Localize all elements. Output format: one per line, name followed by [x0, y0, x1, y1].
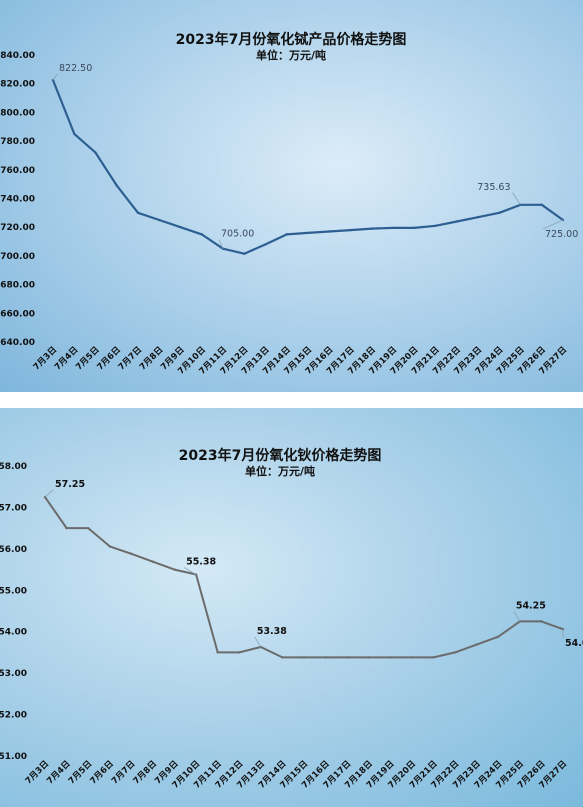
data-point: [173, 568, 176, 571]
data-label-leader: [52, 73, 58, 81]
data-point: [434, 224, 437, 227]
y-tick-label: 680.00: [0, 281, 35, 291]
data-point: [498, 211, 501, 215]
y-tick-label: 58.00: [0, 462, 27, 472]
data-point: [410, 656, 414, 659]
y-tick-label: 660.00: [0, 309, 35, 319]
data-point: [130, 552, 133, 556]
data-label: 54.06: [565, 638, 583, 649]
y-tick-label: 51.00: [0, 752, 27, 762]
terbium-oxide-chart-panel: 2023年7月份氧化铽产品价格走势图 单位：万元/吨 640.00 660.00 6…: [0, 0, 583, 392]
data-point: [86, 526, 90, 530]
data-point: [328, 230, 331, 233]
data-point: [302, 656, 306, 659]
y-tick-label: 840.00: [0, 51, 35, 61]
data-point: [179, 226, 182, 229]
data-point: [65, 526, 68, 530]
data-label: 53.38: [257, 626, 287, 637]
y-tick-label: 800.00: [0, 108, 35, 118]
chart-title: 2023年7月份氧化钬价格走势图: [179, 447, 382, 464]
y-tick-label: 780.00: [0, 137, 35, 147]
data-point: [345, 656, 349, 659]
data-point: [413, 226, 416, 230]
data-point: [497, 635, 500, 638]
data-point: [281, 656, 284, 659]
data-point: [285, 233, 288, 236]
y-tick-label: 760.00: [0, 166, 35, 176]
data-point: [475, 643, 478, 646]
data-point: [391, 226, 395, 230]
data-label: 822.50: [59, 63, 92, 74]
data-label-leader: [218, 239, 224, 249]
data-point: [115, 184, 118, 187]
data-point: [158, 218, 161, 222]
data-point: [94, 151, 97, 154]
data-point: [73, 132, 76, 136]
y-tick-label: 54.00: [0, 628, 27, 638]
data-point: [216, 651, 219, 654]
data-point: [324, 656, 327, 659]
holmium-oxide-chart-panel: 2023年7月份氧化钬价格走势图 单位：万元/吨 51.00 52.00 53.00…: [0, 408, 583, 807]
data-point: [238, 651, 241, 654]
y-tick-label: 700.00: [0, 252, 35, 262]
data-point: [306, 231, 310, 235]
terbium-oxide-price-chart: 2023年7月份氧化铽产品价格走势图 单位：万元/吨 640.00 660.00 6…: [0, 31, 578, 377]
data-point: [367, 656, 370, 659]
data-label: 57.25: [55, 479, 85, 490]
data-label-leader: [513, 611, 521, 622]
data-point: [370, 227, 373, 230]
holmium-oxide-price-chart: 2023年7月份氧化钬价格走势图 单位：万元/吨 51.00 52.00 53.00…: [0, 447, 583, 791]
data-point: [108, 545, 111, 548]
chart-subtitle: 单位：万元/吨: [245, 464, 315, 478]
data-label-leader: [44, 489, 54, 498]
data-point: [453, 651, 457, 654]
data-point: [243, 252, 246, 255]
data-label-leader: [542, 219, 564, 230]
data-label-leader: [254, 636, 262, 648]
data-point: [151, 560, 155, 563]
data-point: [432, 656, 435, 659]
chart-subtitle: 单位：万元/吨: [256, 48, 326, 62]
y-tick-label: 740.00: [0, 195, 35, 205]
data-point: [540, 203, 543, 206]
data-point: [264, 243, 267, 246]
y-tick-label: 640.00: [0, 338, 35, 348]
data-point: [200, 233, 203, 236]
y-tick-label: 820.00: [0, 80, 35, 90]
data-label: 55.38: [186, 557, 216, 568]
y-tick-label: 720.00: [0, 223, 35, 233]
data-point: [540, 620, 543, 623]
chart-title: 2023年7月份氧化铽产品价格走势图: [176, 31, 407, 48]
data-label: 705.00: [221, 229, 254, 240]
data-label: 54.25: [516, 600, 546, 611]
data-point: [136, 211, 140, 215]
data-point: [455, 220, 458, 223]
data-point: [349, 228, 352, 232]
data-point: [476, 215, 480, 219]
data-label: 735.63: [477, 182, 510, 193]
y-tick-label: 55.00: [0, 586, 27, 596]
y-tick-label: 56.00: [0, 545, 27, 555]
data-label: 725.00: [545, 229, 578, 240]
data-point: [389, 656, 392, 659]
data-label-leader: [183, 567, 197, 575]
y-tick-label: 52.00: [0, 711, 27, 721]
data-label-leader: [512, 192, 521, 205]
y-tick-label: 53.00: [0, 669, 27, 679]
y-tick-label: 57.00: [0, 503, 27, 513]
series-line: [44, 496, 564, 659]
series-line: [51, 79, 564, 255]
